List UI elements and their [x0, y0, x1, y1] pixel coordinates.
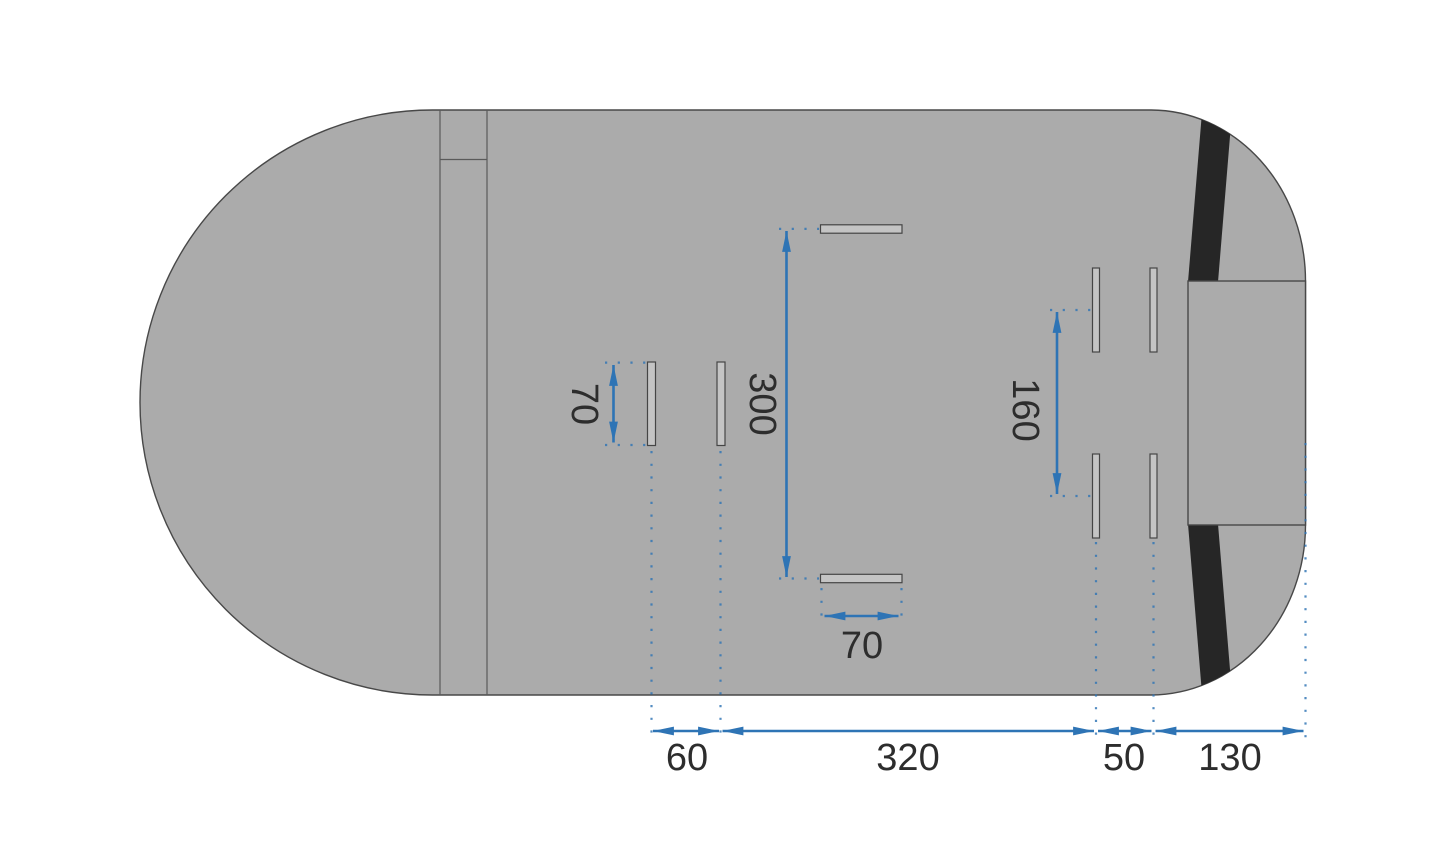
dim-label-left-slot-length: 70	[563, 383, 605, 425]
dim-label-center-to-right-span: 320	[876, 737, 939, 779]
fold-strip	[439, 110, 488, 695]
strap-bottom	[1188, 524, 1233, 695]
dimension-lines	[609, 231, 1304, 736]
slot-bottom-horizontal	[819, 573, 903, 584]
dim-label-center-slot-length: 70	[841, 625, 883, 667]
slot-right-top-left	[1091, 267, 1101, 353]
dim-label-right-slot-gap: 50	[1103, 737, 1145, 779]
dim-label-right-slot-spacing: 160	[1004, 378, 1046, 441]
slot-left-b	[716, 361, 726, 447]
slot-top-horizontal	[819, 224, 903, 234]
dim-label-right-panel-width: 130	[1198, 737, 1261, 779]
dim-label-left-slot-offset: 60	[666, 737, 708, 779]
slot-left-a	[646, 361, 657, 447]
right-side-panel	[1187, 280, 1307, 526]
slot-right-bottom-left	[1091, 453, 1101, 539]
slot-right-bottom-right	[1149, 453, 1158, 539]
strap-top	[1188, 110, 1233, 282]
dimension-labels: 70 300 160 70 60 320 50 130	[563, 372, 1262, 779]
slot-right-top-right	[1149, 267, 1158, 353]
dim-label-center-slot-span: 300	[741, 372, 783, 435]
